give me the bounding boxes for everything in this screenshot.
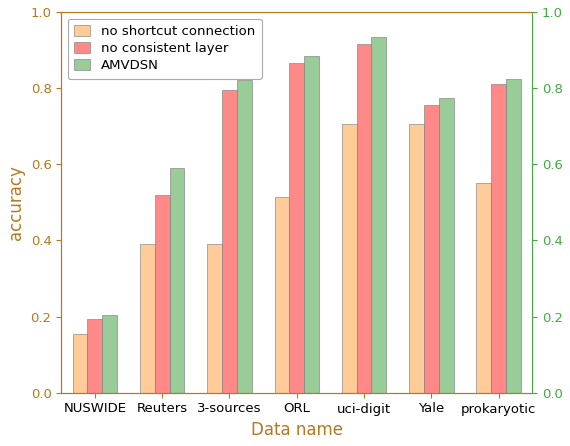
Bar: [222, 90, 237, 393]
Bar: [237, 80, 252, 393]
Bar: [87, 318, 102, 393]
Bar: [477, 183, 491, 393]
Bar: [72, 334, 87, 393]
Bar: [304, 56, 319, 393]
Bar: [506, 78, 521, 393]
Bar: [290, 63, 304, 393]
Bar: [342, 124, 357, 393]
Bar: [207, 244, 222, 393]
Bar: [357, 44, 372, 393]
Bar: [409, 124, 424, 393]
Bar: [491, 84, 506, 393]
Bar: [102, 315, 117, 393]
Bar: [439, 98, 454, 393]
Bar: [424, 105, 439, 393]
Bar: [155, 195, 170, 393]
Bar: [372, 37, 386, 393]
Bar: [170, 168, 184, 393]
Legend: no shortcut connection, no consistent layer, AMVDSN: no shortcut connection, no consistent la…: [68, 19, 262, 79]
Bar: [275, 197, 290, 393]
Y-axis label: accuracy: accuracy: [7, 165, 25, 240]
Bar: [140, 244, 155, 393]
X-axis label: Data name: Data name: [251, 421, 343, 439]
